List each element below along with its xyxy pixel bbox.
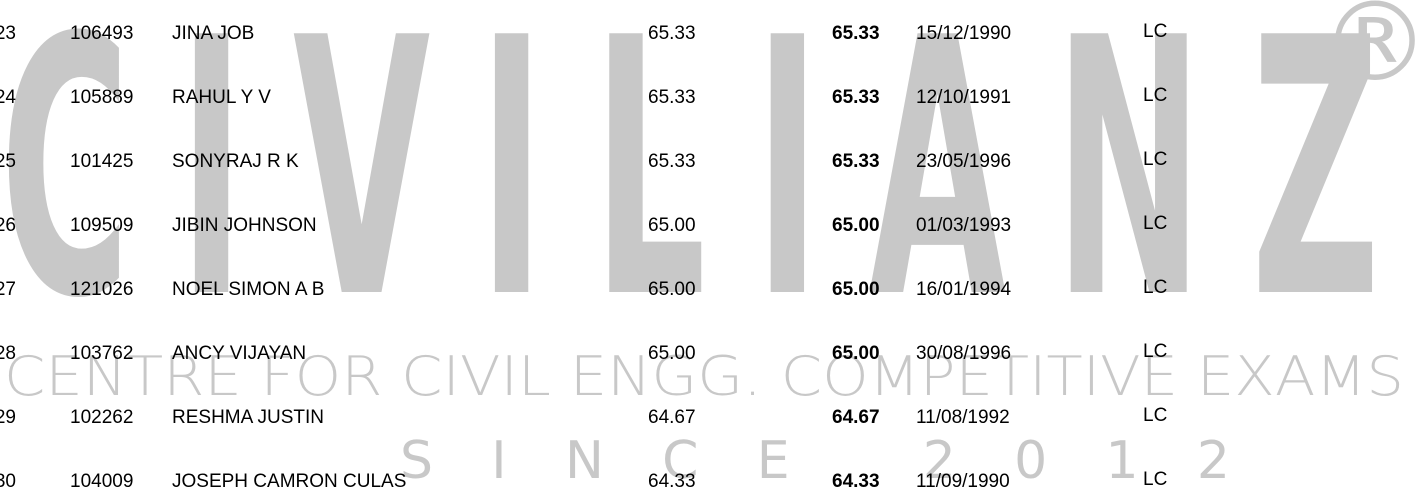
rank: 23	[0, 23, 16, 44]
candidate-name: RAHUL Y V	[172, 87, 271, 108]
category: LC	[1143, 149, 1167, 170]
register-number: 109509	[70, 215, 133, 236]
marks: 64.67	[648, 407, 696, 428]
rank: 28	[0, 343, 16, 364]
category: LC	[1143, 85, 1167, 106]
date-of-birth: 01/03/1993	[916, 215, 1011, 236]
marks: 65.00	[648, 215, 696, 236]
date-of-birth: 12/10/1991	[916, 87, 1011, 108]
rank: 30	[0, 471, 16, 489]
watermark-tagline: CENTRE FOR CIVIL ENGG. COMPETITIVE EXAMS	[4, 345, 1404, 408]
register-number: 106493	[70, 23, 133, 44]
rank: 26	[0, 215, 16, 236]
rank: 29	[0, 407, 16, 428]
candidate-name: NOEL SIMON A B	[172, 279, 324, 300]
date-of-birth: 23/05/1996	[916, 151, 1011, 172]
total-marks: 65.33	[832, 87, 880, 108]
table: 23 106493 JINA JOB 65.33 65.33 15/12/1990 LC 24…	[0, 21, 1167, 489]
category: LC	[1143, 213, 1167, 234]
date-of-birth: 11/09/1990	[916, 471, 1010, 489]
candidate-name: SONYRAJ R K	[172, 151, 299, 172]
marks: 65.00	[648, 279, 696, 300]
marks: 64.33	[648, 471, 696, 489]
candidate-name: ANCY VIJAYAN	[172, 343, 306, 364]
register-number: 103762	[70, 343, 133, 364]
category: LC	[1143, 341, 1167, 362]
date-of-birth: 30/08/1996	[916, 343, 1011, 364]
rank: 25	[0, 151, 16, 172]
candidate-name: JINA JOB	[172, 23, 254, 44]
category: LC	[1143, 405, 1167, 426]
register-number: 102262	[70, 407, 133, 428]
total-marks: 64.67	[832, 407, 880, 428]
date-of-birth: 15/12/1990	[916, 23, 1011, 44]
watermark-since: SINCE 2012	[400, 431, 1230, 489]
category: LC	[1143, 469, 1167, 489]
total-marks: 64.33	[832, 471, 880, 489]
total-marks: 65.00	[832, 215, 880, 236]
register-number: 105889	[70, 87, 133, 108]
register-number: 104009	[70, 471, 133, 489]
watermark-brand: CIVILIANZ	[0, 0, 1380, 377]
rank: 24	[0, 87, 16, 108]
marks: 65.33	[648, 87, 696, 108]
total-marks: 65.00	[832, 343, 880, 364]
watermark-registered: ®	[1320, 0, 1417, 106]
category: LC	[1143, 21, 1167, 42]
total-marks: 65.00	[832, 279, 880, 300]
candidate-name: JIBIN JOHNSON	[172, 215, 317, 236]
marks: 65.00	[648, 343, 696, 364]
marks: 65.33	[648, 151, 696, 172]
total-marks: 65.33	[832, 151, 880, 172]
marks: 65.33	[648, 23, 696, 44]
date-of-birth: 16/01/1994	[916, 279, 1012, 300]
candidate-name: JOSEPH CAMRON CULAS	[172, 471, 406, 489]
rank: 27	[0, 279, 16, 300]
register-number: 101425	[70, 151, 133, 172]
date-of-birth: 11/08/1992	[916, 407, 1010, 428]
total-marks: 65.33	[832, 23, 880, 44]
register-number: 121026	[70, 279, 133, 300]
candidate-name: RESHMA JUSTIN	[172, 407, 324, 428]
category: LC	[1143, 277, 1167, 298]
